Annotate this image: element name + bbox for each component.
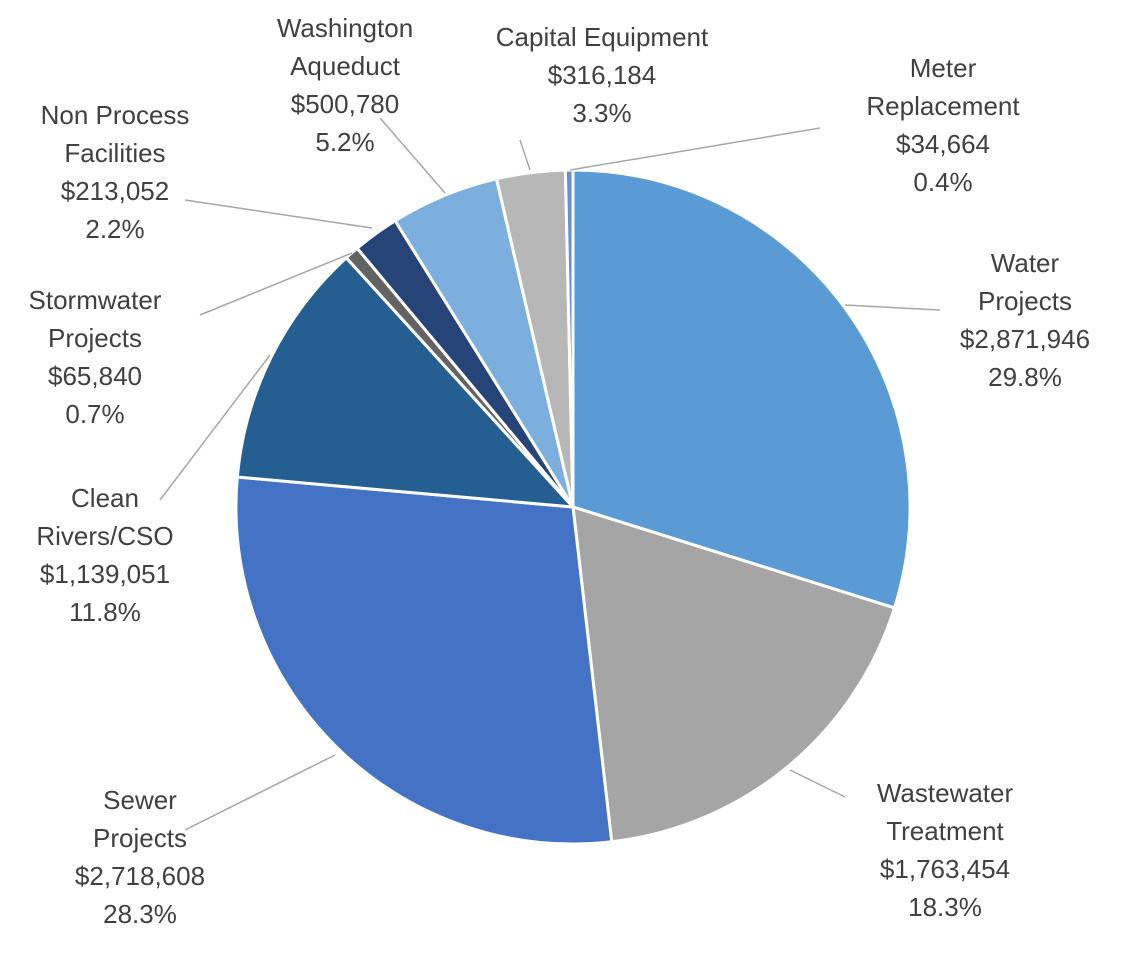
leader-line — [569, 127, 821, 171]
category-label: Stormwater Projects — [28, 285, 162, 353]
data-label: Water Projects $2,871,946 29.8% — [950, 244, 1100, 396]
value-label: $500,780 — [290, 89, 400, 119]
value-label: $2,871,946 — [959, 324, 1091, 354]
leader-line — [199, 252, 353, 316]
pie-slice — [571, 504, 897, 844]
leader-line — [789, 769, 846, 798]
value-label: $1,139,051 — [39, 559, 171, 589]
data-label: Sewer Projects $2,718,608 28.3% — [55, 781, 225, 933]
category-label: Wastewater Treatment — [876, 778, 1014, 846]
data-label: Capital Equipment $316,184 3.3% — [452, 18, 752, 132]
value-label: $213,052 — [60, 176, 170, 206]
data-label: Non Process Facilities $213,052 2.2% — [15, 96, 215, 248]
percent-label: 0.7% — [65, 399, 125, 429]
category-label: Capital Equipment — [495, 22, 709, 52]
category-label: Non Process Facilities — [40, 100, 190, 168]
value-label: $1,763,454 — [879, 854, 1011, 884]
category-label: Clean Rivers/CSO — [36, 483, 174, 551]
pie-slice — [234, 475, 614, 846]
leader-line — [184, 754, 336, 831]
category-label: Meter Replacement — [866, 53, 1020, 121]
percent-label: 2.2% — [85, 214, 145, 244]
percent-label: 5.2% — [315, 127, 375, 157]
percent-label: 11.8% — [69, 597, 141, 627]
pie-slice — [235, 255, 577, 509]
value-label: $34,664 — [896, 129, 990, 159]
category-label: Sewer Projects — [93, 785, 187, 853]
leader-line — [379, 117, 446, 194]
leader-line — [519, 139, 531, 171]
data-label: Clean Rivers/CSO $1,139,051 11.8% — [10, 479, 200, 631]
leader-line — [159, 354, 271, 501]
percent-label: 28.3% — [103, 899, 177, 929]
data-label: Meter Replacement $34,664 0.4% — [843, 49, 1043, 201]
percent-label: 0.4% — [913, 167, 973, 197]
value-label: $2,718,608 — [74, 861, 206, 891]
leader-line — [844, 304, 941, 311]
category-label: Water Projects — [978, 248, 1072, 316]
percent-label: 18.3% — [908, 892, 982, 922]
data-label: Washington Aqueduct $500,780 5.2% — [250, 9, 440, 161]
leader-line — [184, 199, 373, 229]
data-label: Wastewater Treatment $1,763,454 18.3% — [850, 774, 1040, 926]
category-label: Washington Aqueduct — [276, 13, 414, 81]
percent-label: 29.8% — [988, 362, 1062, 392]
data-label: Stormwater Projects $65,840 0.7% — [0, 281, 195, 433]
value-label: $65,840 — [48, 361, 142, 391]
pie-slice — [571, 168, 912, 610]
value-label: $316,184 — [547, 60, 657, 90]
percent-label: 3.3% — [572, 98, 632, 128]
